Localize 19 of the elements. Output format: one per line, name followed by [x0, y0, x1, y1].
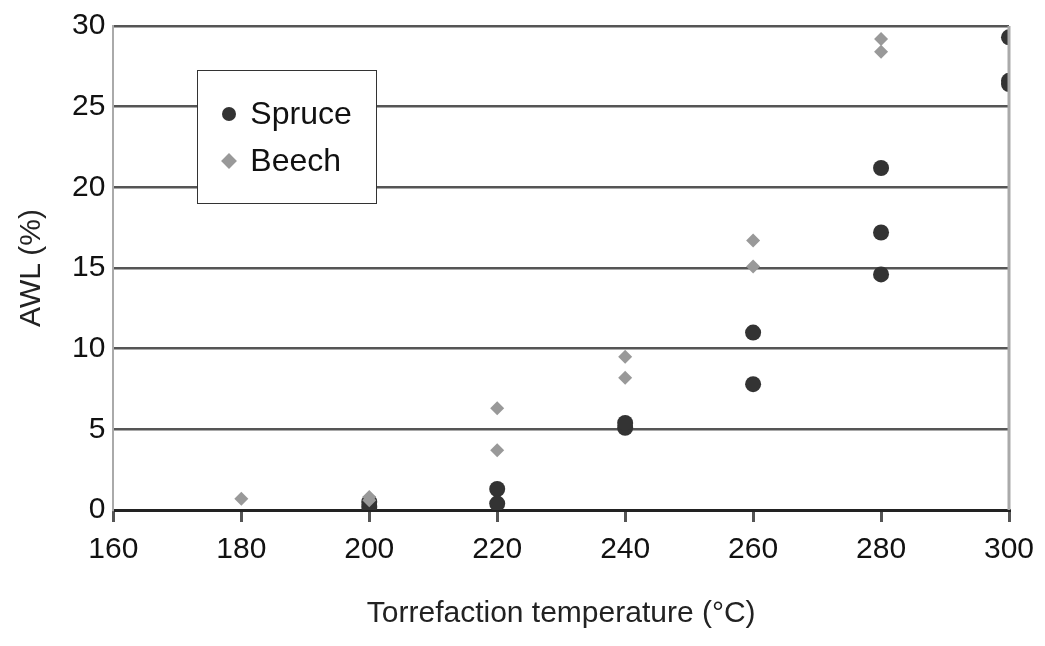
x-tick-label: 220 — [472, 531, 523, 565]
x-tick-label: 200 — [344, 531, 395, 565]
x-axis-title: Torrefaction temperature (°C) — [366, 595, 756, 629]
x-tick-label: 240 — [600, 531, 651, 565]
y-tick-label: 0 — [88, 491, 106, 525]
legend-label: Spruce — [250, 95, 352, 132]
y-tick-label: 30 — [71, 7, 106, 41]
x-tick-label: 300 — [983, 531, 1035, 565]
x-tick-label: 160 — [88, 531, 139, 565]
x-tick-label: 280 — [856, 531, 907, 565]
legend-label: Beech — [250, 142, 342, 179]
y-tick-label: 15 — [71, 249, 106, 283]
y-tick-label: 20 — [71, 168, 106, 202]
y-tick-label: 5 — [88, 410, 106, 444]
x-tick-label: 260 — [728, 531, 779, 565]
y-tick-label: 25 — [71, 87, 106, 121]
y-axis-title: AWL (%) — [13, 209, 47, 327]
y-tick-label: 10 — [71, 329, 106, 363]
x-tick-label: 180 — [216, 531, 267, 565]
